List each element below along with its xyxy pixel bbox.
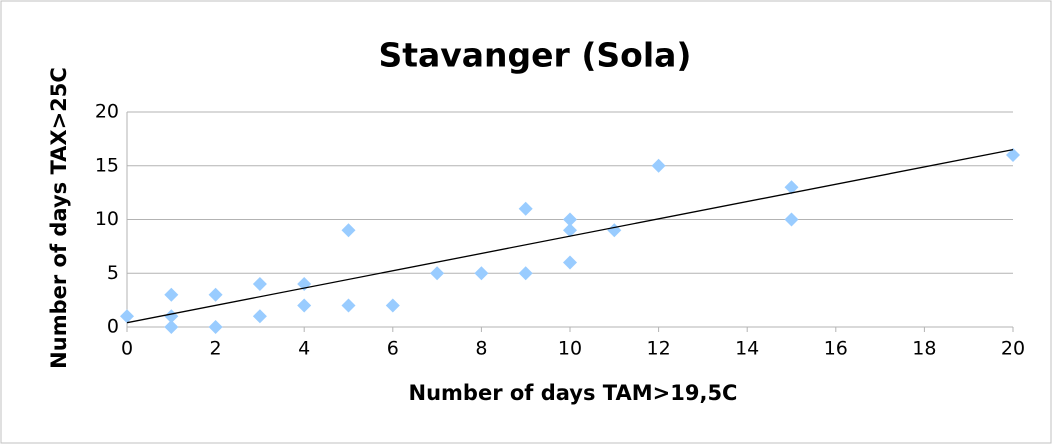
x-axis-label: Number of days TAM>19,5C	[409, 381, 738, 405]
point	[784, 212, 799, 227]
x-tick-label: 16	[824, 338, 848, 360]
point	[164, 320, 179, 334]
x-tick-label: 4	[298, 338, 310, 360]
point	[208, 320, 223, 334]
point	[164, 287, 179, 302]
y-tick-label: 15	[95, 154, 119, 176]
trendline	[126, 148, 1014, 324]
x-tick-label: 0	[121, 338, 133, 360]
y-tick-label: 5	[107, 262, 119, 284]
x-tick-label: 14	[735, 338, 759, 360]
y-tick-label: 10	[95, 208, 119, 230]
point	[651, 158, 666, 173]
point	[252, 309, 267, 324]
point	[563, 223, 577, 238]
x-tick-label: 18	[912, 338, 936, 360]
point	[563, 212, 577, 227]
x-tick-label: 6	[387, 338, 399, 360]
point	[430, 266, 445, 281]
point	[120, 309, 134, 324]
x-tick-label: 2	[210, 338, 222, 360]
point	[518, 266, 533, 281]
y-tick-label: 0	[107, 316, 119, 338]
x-tick-label: 10	[558, 338, 582, 360]
point	[297, 298, 312, 313]
x-tick-label: 20	[1001, 338, 1025, 360]
point	[518, 201, 533, 216]
point	[252, 277, 267, 291]
point	[1006, 148, 1020, 162]
point	[385, 298, 400, 313]
y-tick-label: 20	[95, 101, 119, 123]
point	[341, 298, 356, 313]
x-tick-label: 8	[475, 338, 487, 360]
point	[784, 180, 799, 195]
y-axis-label: Number of days TAX>25C	[47, 67, 71, 369]
point	[341, 223, 356, 238]
point	[208, 287, 223, 302]
point	[563, 255, 577, 270]
chart-title: Stavanger (Sola)	[378, 36, 691, 75]
x-tick-label: 12	[647, 338, 671, 360]
point	[474, 266, 489, 281]
